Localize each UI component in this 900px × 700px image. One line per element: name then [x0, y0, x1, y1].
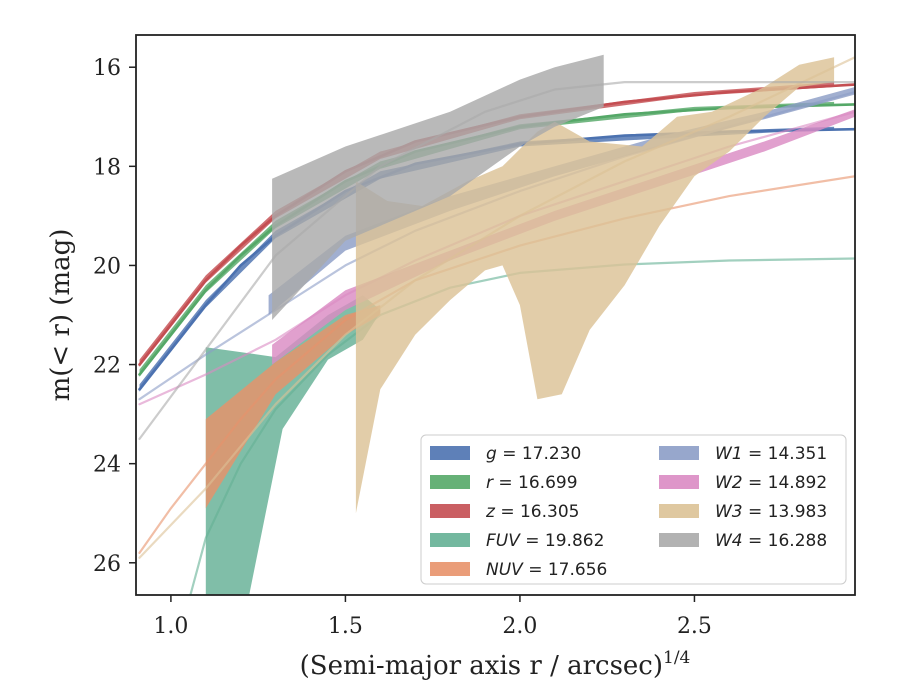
legend-item-w3: W3 = 13.983 — [659, 502, 827, 522]
plot-frame — [135, 34, 856, 596]
legend-label: g = 17.230 — [486, 444, 581, 464]
series-w4 — [138, 54, 855, 440]
legend-item-nuv: NUV = 17.656 — [430, 560, 607, 580]
y-tick-label: 26 — [93, 552, 121, 577]
legend-label: z = 16.305 — [485, 502, 579, 522]
legend-item-fuv: FUV = 19.862 — [430, 531, 604, 551]
legend-box — [420, 434, 847, 585]
legend-swatch — [659, 475, 699, 489]
y-tick-label: 16 — [93, 56, 121, 81]
y-axis-label: m(< r) (mag) — [46, 229, 76, 402]
legend-label: W2 = 14.892 — [715, 473, 827, 493]
y-tick-label: 18 — [93, 155, 121, 180]
legend: g = 17.230 r = 16.699 z = 16.305 FUV = 19.8… — [420, 434, 847, 585]
x-tick-label: 2.0 — [502, 614, 537, 639]
legend-swatch — [430, 533, 470, 547]
band-w1 — [268, 87, 855, 315]
legend-label: r = 16.699 — [486, 473, 578, 493]
legend-swatch — [659, 446, 699, 460]
band-w3 — [355, 57, 835, 514]
legend-label: W4 = 16.288 — [715, 531, 827, 551]
band-nuv — [205, 305, 381, 509]
legend-label: W3 = 13.983 — [715, 502, 827, 522]
legend-item-r: r = 16.699 — [430, 473, 578, 493]
legend-label: W1 = 14.351 — [715, 444, 827, 464]
legend-label: FUV = 19.862 — [486, 531, 604, 551]
band-w4 — [272, 54, 604, 321]
x-tick-label: 1.5 — [328, 614, 363, 639]
band-fuv — [205, 295, 381, 595]
legend-item-g: g = 17.230 — [430, 444, 581, 464]
ticks-layer: 1.0 1.5 2.0 2.5 16 18 20 22 24 26 — [93, 56, 712, 639]
y-tick-label: 20 — [93, 254, 121, 279]
legend-swatch — [430, 504, 470, 518]
x-axis-label: (Semi-major axis r / arcsec)1/4 — [300, 648, 691, 681]
y-tick-label: 22 — [93, 354, 121, 379]
x-tick-label: 2.5 — [677, 614, 712, 639]
series-layer — [138, 54, 855, 595]
legend-swatch — [430, 562, 470, 576]
series-w3 — [138, 56, 855, 559]
legend-item-w1: W1 = 14.351 — [659, 444, 827, 464]
line-w3 — [138, 56, 855, 559]
legend-item-w2: W2 = 14.892 — [659, 473, 827, 493]
legend-label: NUV = 17.656 — [486, 560, 607, 580]
y-tick-label: 24 — [93, 453, 121, 478]
legend-item-z: z = 16.305 — [430, 502, 579, 522]
legend-swatch — [659, 504, 699, 518]
band-w2 — [272, 109, 855, 365]
legend-swatch — [430, 475, 470, 489]
legend-swatch — [659, 533, 699, 547]
line-w4 — [138, 80, 855, 440]
x-tick-label: 1.0 — [153, 614, 188, 639]
legend-item-w4: W4 = 16.288 — [659, 531, 827, 551]
legend-swatch — [430, 446, 470, 460]
